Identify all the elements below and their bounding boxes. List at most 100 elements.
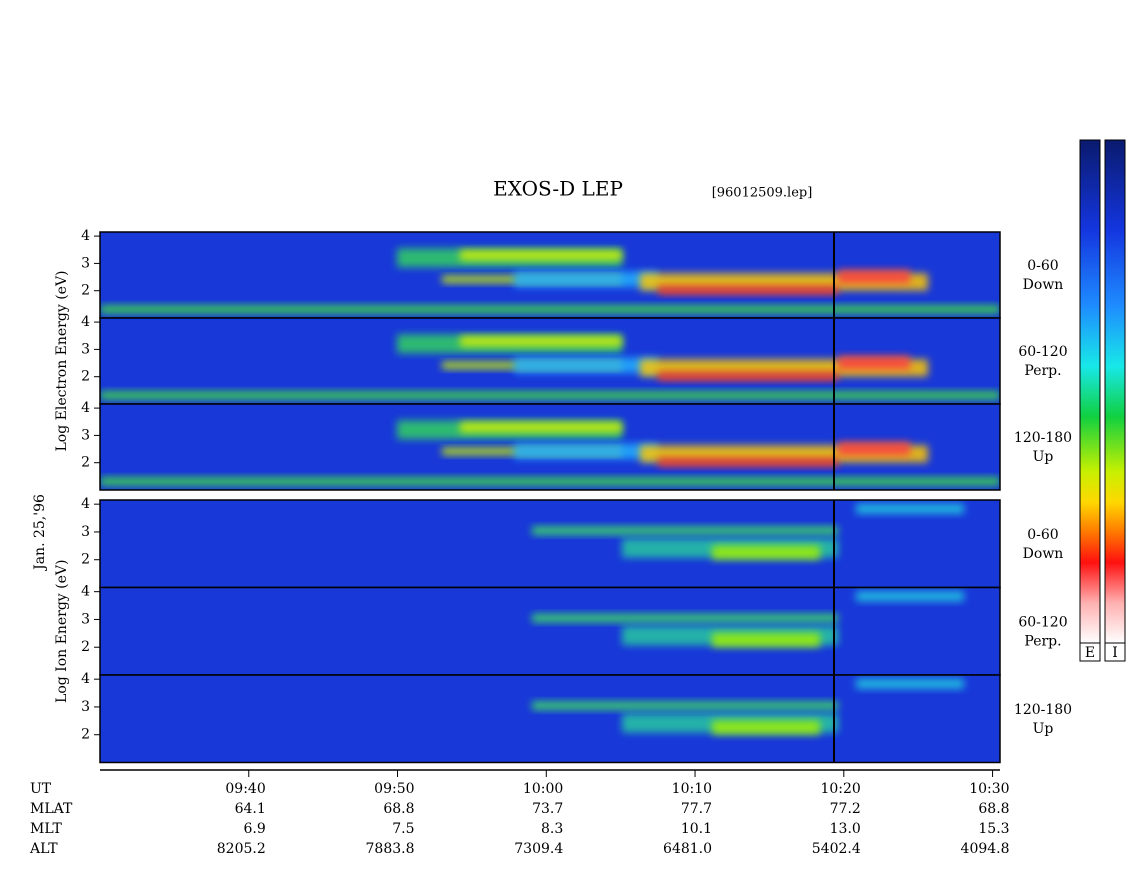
file-name: [96012509.lep] [712,186,813,201]
y-tick-label: 4 [81,584,90,600]
colorbar-label: I [1112,645,1118,661]
direction-label: Up [1033,449,1054,465]
table-cell: 68.8 [978,801,1009,817]
table-cell: 5402.4 [812,841,861,857]
spectrogram [100,232,1000,318]
pitch-angle-label: 0-60 [1027,258,1058,274]
panel-background [100,500,1000,588]
date-label: Jan. 25,'96 [32,494,48,572]
flux-feature [856,503,964,514]
colorbar-label-box [1104,642,1126,662]
table-cell: 13.0 [830,821,861,837]
panel-background [100,587,1000,675]
x-tick-label: 09:40 [225,781,265,797]
flux-feature [460,250,622,261]
y-tick-label: 2 [81,283,90,299]
flux-feature [838,269,910,284]
table-cell: 8.3 [541,821,563,837]
x-tick-label: 10:30 [969,781,1009,797]
y-tick-label: 3 [81,611,90,627]
plot-layer: 2 3 4 0-60 Down 2 3 4 60-120 Perp. 2 3 4 120-180 Up Log… [29,139,1126,857]
x-tick-label: 09:50 [374,781,414,797]
flux-feature [514,443,658,460]
flux-feature [838,441,910,456]
x-tick-label: 10:10 [672,781,712,797]
spectrogram [100,404,1000,490]
flux-feature [514,271,658,288]
direction-label: Down [1023,546,1064,562]
y-tick-label: 3 [81,341,90,357]
panel-frame [99,674,1001,764]
y-tick-label: 4 [81,496,90,512]
flux-feature [460,336,622,347]
table-cell: 77.7 [681,801,712,817]
table-cell: 6481.0 [663,841,712,857]
y-tick-label: 3 [81,255,90,271]
panel-frame [99,403,1001,491]
table-cell: 7883.8 [366,841,415,857]
panel-background [100,675,1000,763]
y-tick-label: 4 [81,228,90,244]
pitch-angle-label: 60-120 [1018,344,1067,360]
pitch-angle-label: 0-60 [1027,527,1058,543]
table-cell: 15.3 [978,821,1009,837]
y-tick-label: 2 [81,369,90,385]
flux-feature [532,526,838,535]
table-cell: 7.5 [392,821,414,837]
table-row-label: MLAT [30,801,73,817]
flux-feature [100,305,1000,314]
direction-label: Up [1033,721,1054,737]
colorbar-label-box [1079,642,1101,662]
y-tick-label: 4 [81,400,90,416]
y-tick-label: 4 [81,314,90,330]
spectrogram [100,587,1000,675]
flux-feature [712,545,820,560]
y-tick-label: 3 [81,427,90,443]
table-row-label: MLT [30,821,62,837]
x-tick-label: 10:00 [523,781,563,797]
direction-label: Perp. [1024,633,1061,649]
table-header: UT [30,781,52,797]
y-tick-label: 2 [81,552,90,568]
table-row-label: ALT [29,841,58,857]
direction-label: Perp. [1024,363,1061,379]
table-cell: 77.2 [830,801,861,817]
chart-title: EXOS-D LEP [493,177,623,201]
colorbar-label: E [1085,645,1095,661]
spectrogram [100,500,1000,588]
direction-label: Down [1023,277,1064,293]
y-axis-label: Log Electron Energy (eV) [54,270,70,451]
flux-feature [658,286,838,295]
flux-feature [514,357,658,374]
table-cell: 68.8 [383,801,414,817]
flux-feature [658,372,838,381]
flux-feature [532,613,838,623]
table-cell: 7309.4 [514,841,563,857]
colorbar [1079,139,1101,644]
flux-feature [100,391,1000,400]
table-cell: 4094.8 [961,841,1010,857]
y-tick-label: 2 [81,727,90,743]
flux-feature [658,458,838,467]
spectrogram [100,318,1000,404]
table-cell: 73.7 [532,801,563,817]
y-tick-label: 3 [81,699,90,715]
y-tick-label: 2 [81,639,90,655]
flux-feature [100,477,1000,486]
flux-feature [712,720,820,735]
flux-feature [532,701,838,710]
pitch-angle-label: 120-180 [1014,430,1072,446]
flux-feature [712,633,820,647]
spectrogram [100,675,1000,763]
y-tick-label: 3 [81,524,90,540]
flux-feature [460,422,622,433]
pitch-angle-label: 120-180 [1014,702,1072,718]
pitch-angle-label: 60-120 [1018,614,1067,630]
y-axis-label: Log Ion Energy (eV) [54,560,70,703]
y-tick-label: 4 [81,671,90,687]
x-tick-label: 10:20 [820,781,860,797]
table-cell: 6.9 [243,821,265,837]
table-cell: 10.1 [681,821,712,837]
flux-feature [856,591,964,602]
